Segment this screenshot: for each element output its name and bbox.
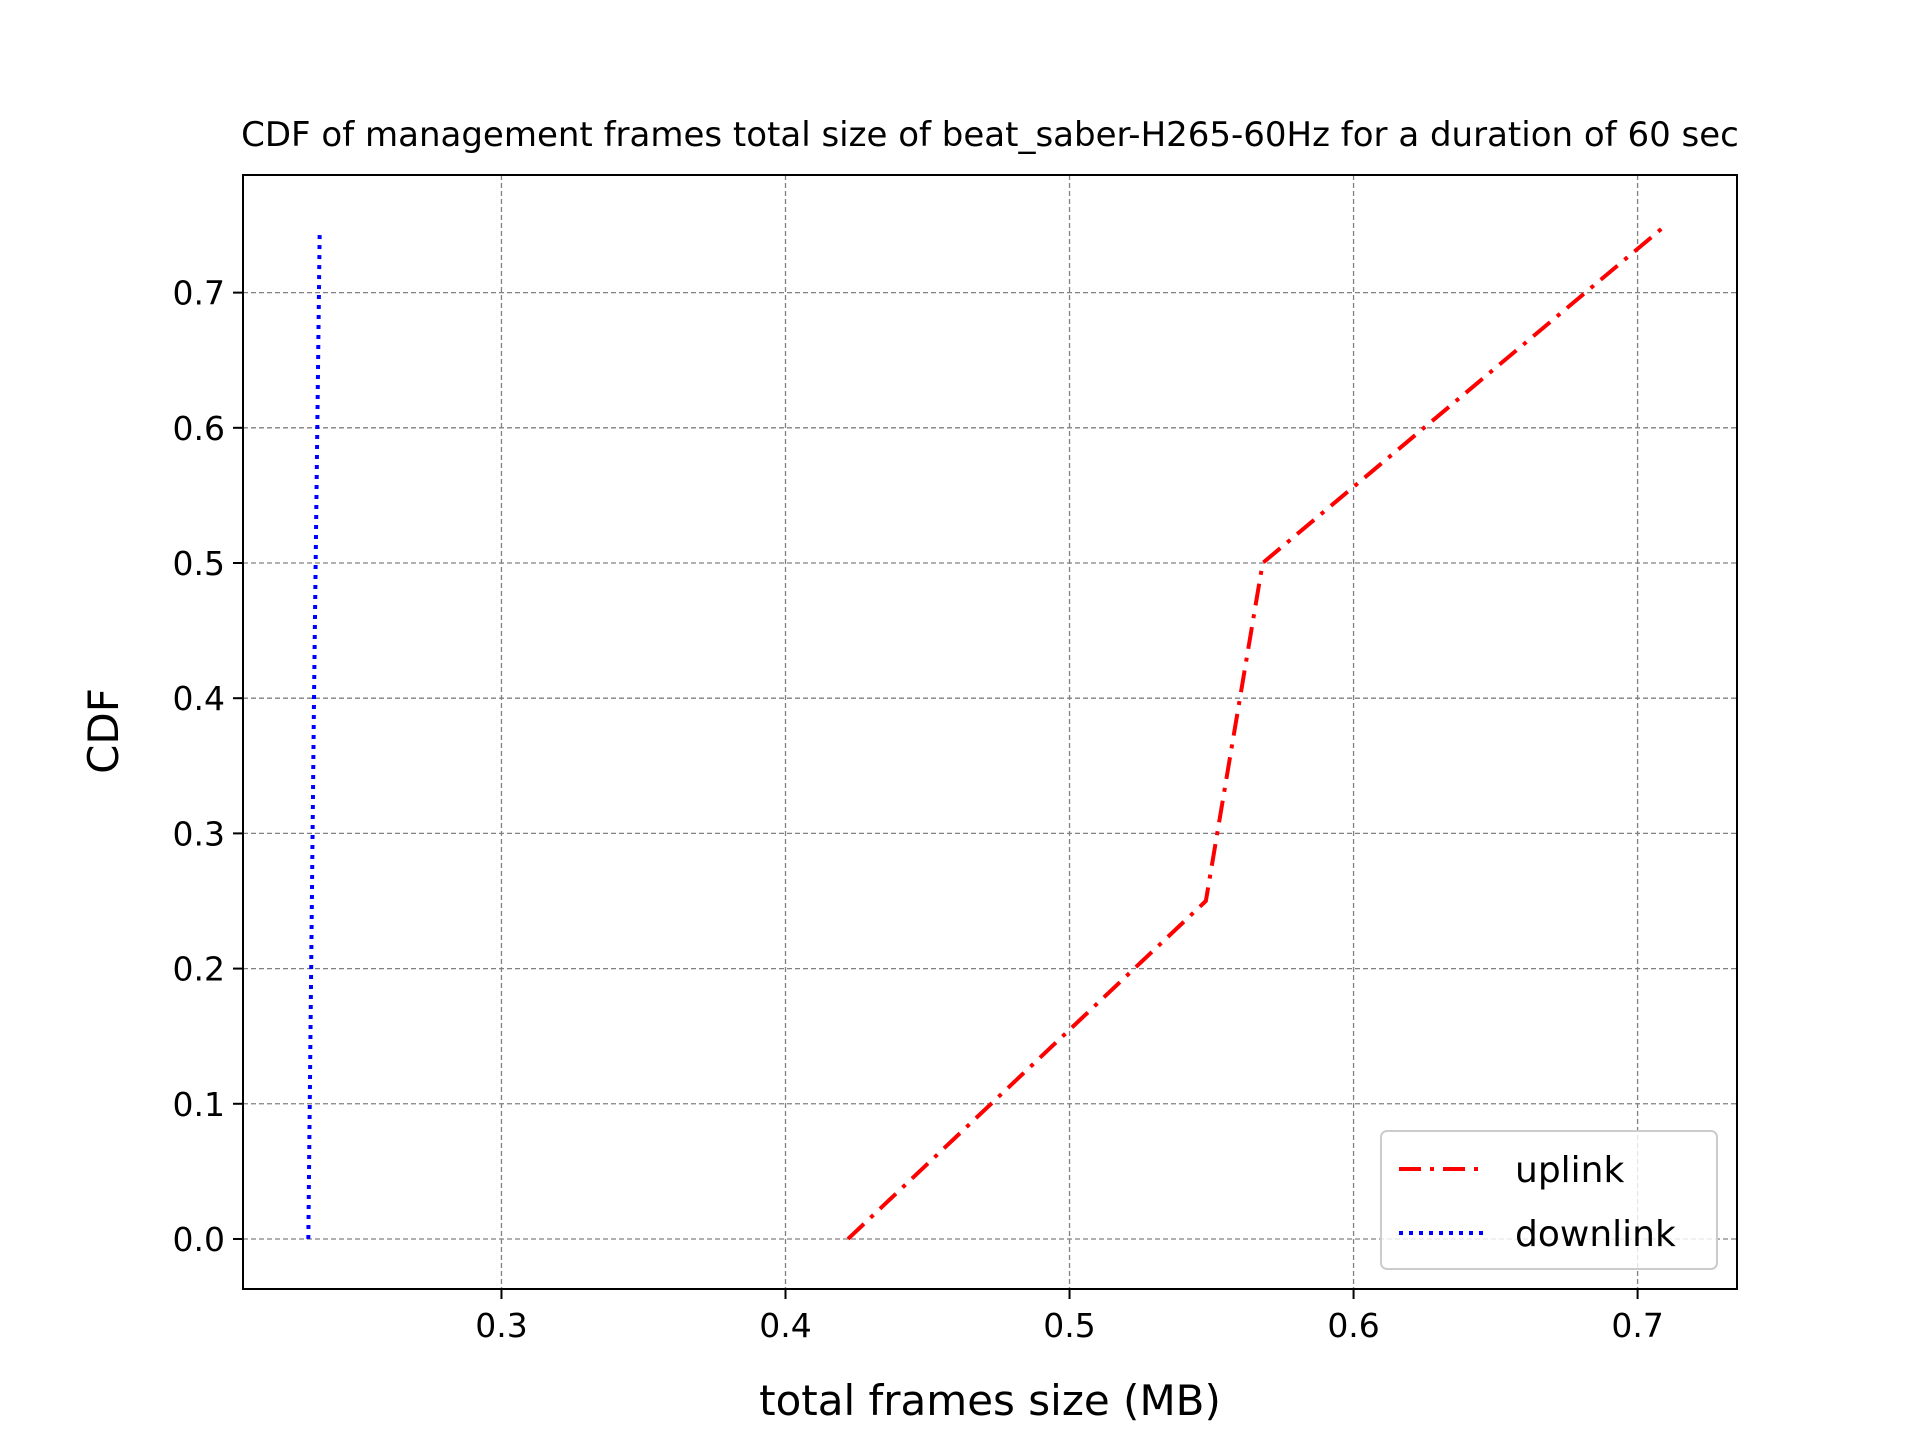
chart-title: CDF of management frames total size of b… xyxy=(241,115,1739,155)
y-tick-label: 0.0 xyxy=(173,1220,225,1259)
y-axis-label: CDF xyxy=(79,688,128,774)
x-tick-label: 0.7 xyxy=(1611,1306,1663,1345)
series-line-downlink xyxy=(306,231,322,1239)
x-axis-ticks: 0.3 0.4 0.5 0.6 0.7 xyxy=(475,1289,1664,1345)
y-tick-label: 0.5 xyxy=(173,544,225,583)
x-tick-label: 0.6 xyxy=(1327,1306,1379,1345)
y-tick-label: 0.2 xyxy=(173,950,225,989)
y-axis-ticks: 0.0 0.1 0.2 0.3 0.4 0.5 0.6 0.7 xyxy=(173,274,243,1259)
y-tick-label: 0.1 xyxy=(173,1085,225,1124)
x-tick-label: 0.3 xyxy=(475,1306,527,1345)
grid-lines xyxy=(243,175,1737,1289)
y-tick-label: 0.3 xyxy=(173,814,225,853)
legend-label-uplink: uplink xyxy=(1515,1150,1624,1191)
y-tick-label: 0.7 xyxy=(173,274,225,313)
plot-area-frame xyxy=(242,174,1738,1290)
y-tick-label: 0.4 xyxy=(173,679,225,718)
legend-box xyxy=(1380,1130,1718,1270)
legend-label-downlink: downlink xyxy=(1515,1214,1676,1255)
series-line-uplink xyxy=(846,223,1668,1241)
x-tick-label: 0.4 xyxy=(759,1306,811,1345)
series-lines xyxy=(306,223,1668,1241)
x-axis-label: total frames size (MB) xyxy=(759,1376,1221,1425)
legend: uplink downlink xyxy=(1380,1130,1718,1270)
x-tick-label: 0.5 xyxy=(1043,1306,1095,1345)
y-tick-label: 0.6 xyxy=(173,409,225,448)
